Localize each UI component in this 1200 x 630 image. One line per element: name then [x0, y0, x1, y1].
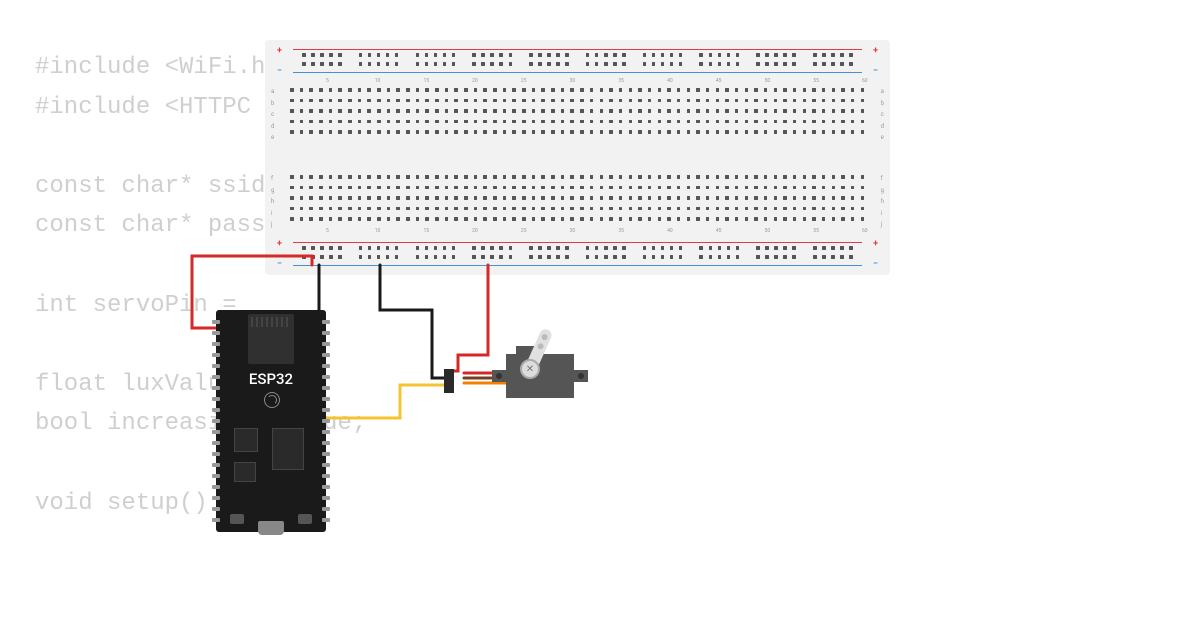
- esp32-label: ESP32: [216, 370, 326, 388]
- servo-header-connector: [432, 363, 466, 387]
- servo-hub-icon: [520, 359, 540, 379]
- esp32-chip: [272, 428, 304, 470]
- esp32-usb-port: [258, 521, 284, 535]
- signal-yellow-esp-to-servo: [326, 385, 448, 418]
- servo-motor: [506, 354, 574, 398]
- esp32-button-en[interactable]: [230, 514, 244, 524]
- esp32-board: ESP32: [216, 310, 326, 532]
- esp32-rf-shield: [248, 314, 294, 364]
- espressif-logo-icon: [264, 392, 280, 408]
- wiring-layer: [0, 0, 1200, 630]
- esp32-chip: [234, 462, 256, 482]
- esp32-pins-right: [322, 320, 330, 522]
- 5v-red-rail-to-servo: [448, 265, 488, 371]
- gnd-black-rail-to-servo: [380, 265, 448, 378]
- esp32-pins-left: [212, 320, 220, 522]
- esp32-button-boot[interactable]: [298, 514, 312, 524]
- esp32-chip: [234, 428, 258, 452]
